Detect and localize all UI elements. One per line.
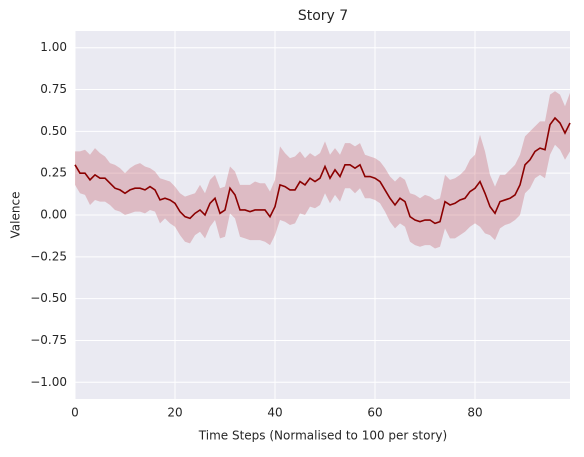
y-axis-label: Valence (9, 192, 23, 239)
line (74, 116, 571, 225)
chart-title: Story 7 (298, 8, 348, 24)
y-tick-label: 0.00 (40, 208, 67, 222)
y-tick-label: 0.50 (40, 124, 67, 138)
y-tick-label: 0.25 (40, 166, 67, 180)
x-tick-label: 60 (367, 406, 382, 420)
y-tick-label: −1.00 (30, 375, 67, 389)
y-tick-label: 1.00 (40, 40, 67, 54)
x-axis-label: Time Steps (Normalised to 100 per story) (198, 429, 447, 443)
x-tick-label: 40 (267, 406, 282, 420)
y-tick-label: 0.75 (40, 82, 67, 96)
confidence-band (75, 91, 570, 249)
y-tick-label: −0.50 (30, 291, 67, 305)
y-tick-label: −0.25 (30, 249, 67, 263)
x-tick-label: 0 (71, 406, 79, 420)
x-tick-label: 80 (467, 406, 482, 420)
x-tick-label: 20 (167, 406, 182, 420)
y-tick-label: −0.75 (30, 333, 67, 347)
